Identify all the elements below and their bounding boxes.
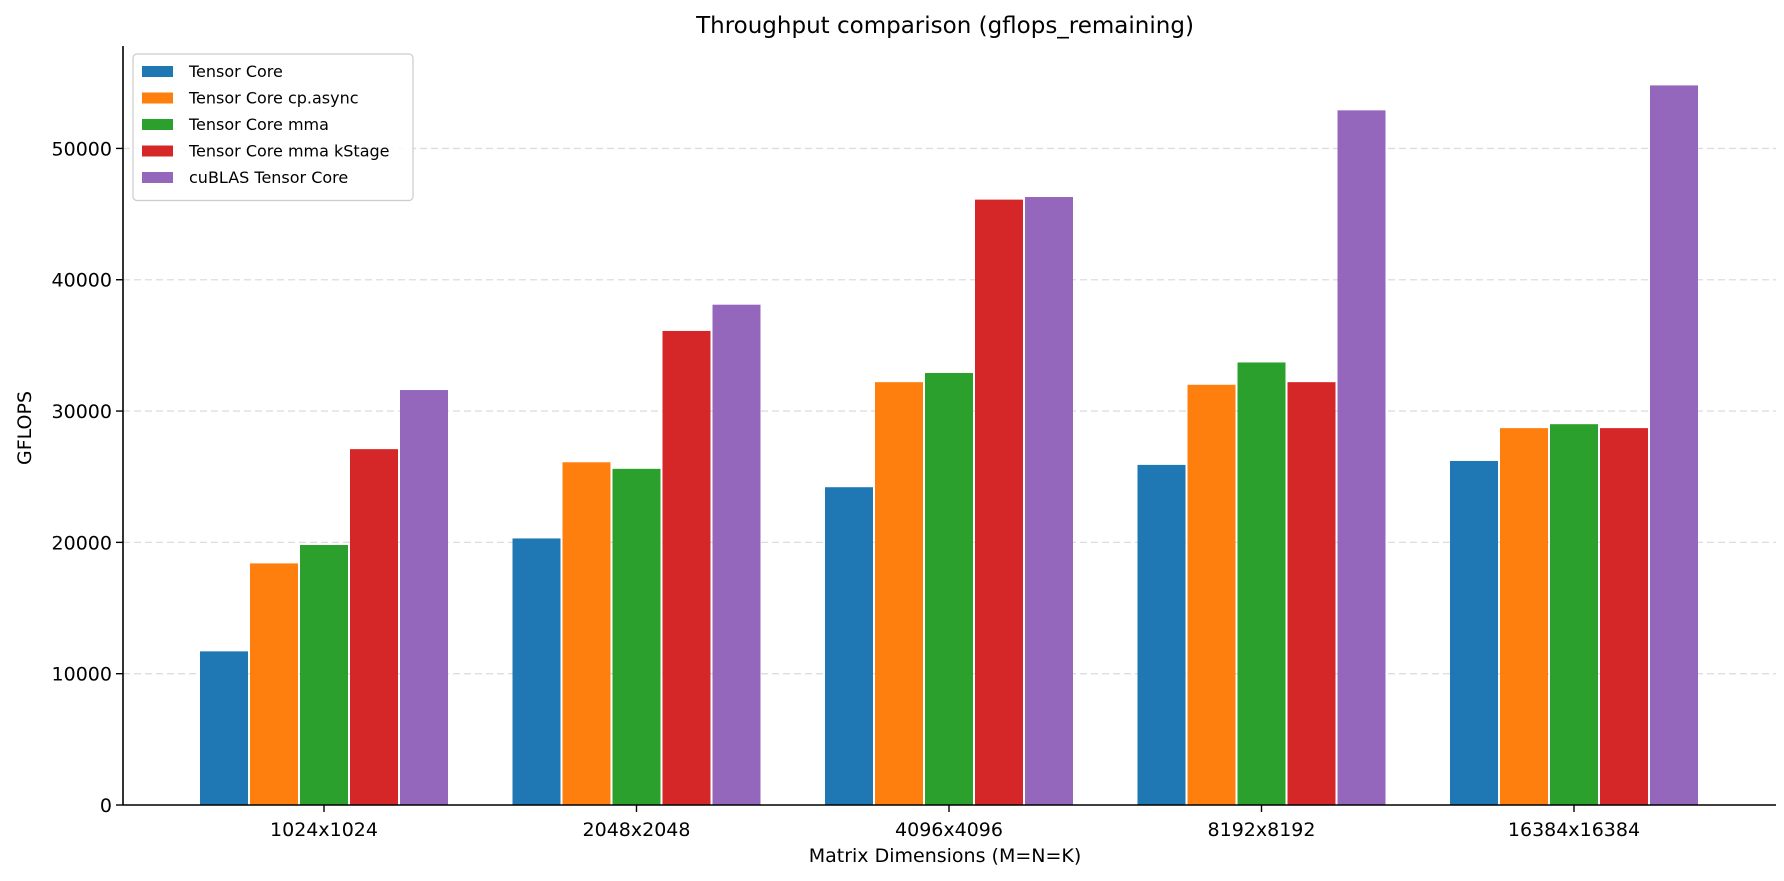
bar <box>1550 424 1598 805</box>
bar <box>662 330 711 805</box>
x-tick-label: 2048x2048 <box>583 819 691 841</box>
x-tick-label: 4096x4096 <box>895 819 1003 841</box>
bar <box>1187 384 1236 805</box>
legend-label: Tensor Core mma <box>188 115 329 134</box>
bar <box>1287 382 1336 805</box>
bar <box>562 462 611 805</box>
legend: Tensor Core Tensor Core cp.async Tensor Co… <box>132 53 414 202</box>
bar <box>350 449 398 805</box>
bar <box>512 538 561 805</box>
y-axis-label: GFLOPS <box>14 391 36 465</box>
x-tick-label: 8192x8192 <box>1208 819 1316 841</box>
bar <box>975 199 1023 805</box>
y-ticks: 0 10000 20000 30000 40000 50000 <box>52 138 123 817</box>
bar <box>1337 110 1386 805</box>
chart-title: Throughput comparison (gflops_remaining) <box>695 13 1194 39</box>
legend-label: Tensor Core mma kStage <box>188 142 390 161</box>
bar <box>1500 428 1548 805</box>
bar <box>400 390 448 805</box>
y-tick-label: 50000 <box>52 138 112 160</box>
bar <box>875 382 923 805</box>
bar <box>250 563 298 805</box>
legend-swatch <box>142 145 173 157</box>
bar <box>1137 464 1186 805</box>
legend-label: Tensor Core <box>188 62 283 81</box>
bar <box>1600 428 1648 805</box>
y-tick-label: 0 <box>100 795 112 817</box>
legend-swatch <box>142 92 173 104</box>
bars <box>200 85 1698 806</box>
legend-label: cuBLAS Tensor Core <box>189 168 348 187</box>
y-tick-label: 20000 <box>52 532 112 554</box>
bar <box>300 544 348 805</box>
x-tick-label: 1024x1024 <box>270 819 378 841</box>
bar <box>1450 460 1498 805</box>
bar <box>1650 85 1698 805</box>
legend-label: Tensor Core cp.async <box>188 89 359 108</box>
bar <box>200 651 248 805</box>
legend-swatch <box>142 172 173 183</box>
x-axis-label: Matrix Dimensions (M=N=K) <box>809 845 1082 867</box>
bar <box>612 468 661 805</box>
x-ticks: 1024x1024 2048x2048 4096x4096 8192x8192 1638… <box>270 805 1640 841</box>
y-tick-label: 40000 <box>52 270 112 292</box>
y-tick-label: 30000 <box>52 401 112 423</box>
bar <box>712 304 761 805</box>
bar <box>1237 362 1286 805</box>
y-tick-label: 10000 <box>52 664 112 686</box>
bar <box>825 487 873 805</box>
bar <box>925 372 973 805</box>
x-tick-label: 16384x16384 <box>1508 819 1640 841</box>
legend-swatch <box>142 66 173 77</box>
bar <box>1025 197 1073 806</box>
legend-swatch <box>142 119 173 130</box>
legend-box <box>132 53 414 202</box>
